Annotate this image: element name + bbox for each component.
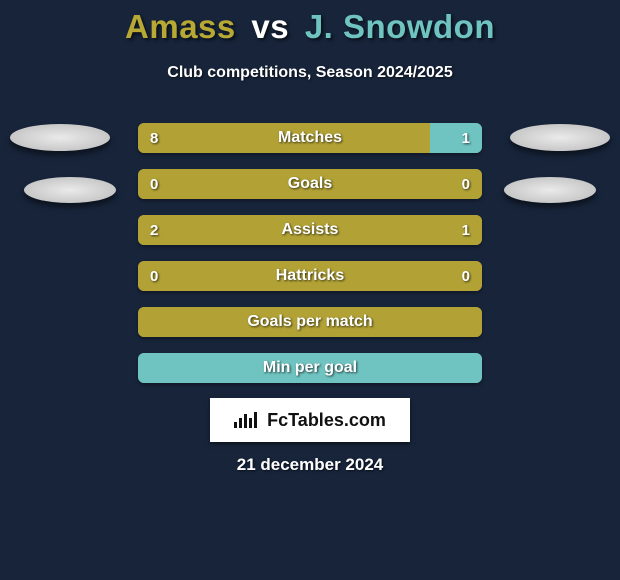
fctables-logo-icon	[234, 412, 259, 428]
stat-row: Assists2 1	[138, 215, 482, 245]
stat-value-left: 2	[138, 215, 170, 245]
stats-bars: Matches81Goals00Assists21Hattricks00Goal…	[138, 123, 482, 399]
stat-value-right: 0	[450, 261, 482, 291]
branding-box: FcTables.com	[210, 398, 410, 442]
avatar-shadow-1	[510, 124, 610, 151]
stat-row: Goals per match	[138, 307, 482, 337]
stat-label: Matches	[138, 123, 482, 153]
player2-name: J. Snowdon	[305, 8, 495, 45]
stat-value-left: 0	[138, 261, 170, 291]
stat-row: Matches8 1	[138, 123, 482, 153]
avatar-shadow-2	[24, 177, 116, 203]
stat-value-right: 1	[450, 123, 482, 153]
stat-value-right: 1	[450, 215, 482, 245]
snapshot-date: 21 december 2024	[0, 455, 620, 475]
comparison-title: Amass vs J. Snowdon	[0, 0, 620, 46]
stat-label: Assists	[138, 215, 482, 245]
stat-value-left: 0	[138, 169, 170, 199]
stat-row: Hattricks0 0	[138, 261, 482, 291]
stat-value-left: 8	[138, 123, 170, 153]
stat-value-right: 0	[450, 169, 482, 199]
avatar-shadow-0	[10, 124, 110, 151]
stat-label: Hattricks	[138, 261, 482, 291]
stat-label: Min per goal	[138, 353, 482, 383]
vs-separator: vs	[251, 8, 289, 45]
stat-label: Goals per match	[138, 307, 482, 337]
stat-row: Goals0 0	[138, 169, 482, 199]
player1-name: Amass	[125, 8, 236, 45]
stat-row: Min per goal	[138, 353, 482, 383]
avatar-shadow-3	[504, 177, 596, 203]
stat-label: Goals	[138, 169, 482, 199]
branding-text: FcTables.com	[267, 410, 386, 431]
competition-subtitle: Club competitions, Season 2024/2025	[0, 64, 620, 82]
